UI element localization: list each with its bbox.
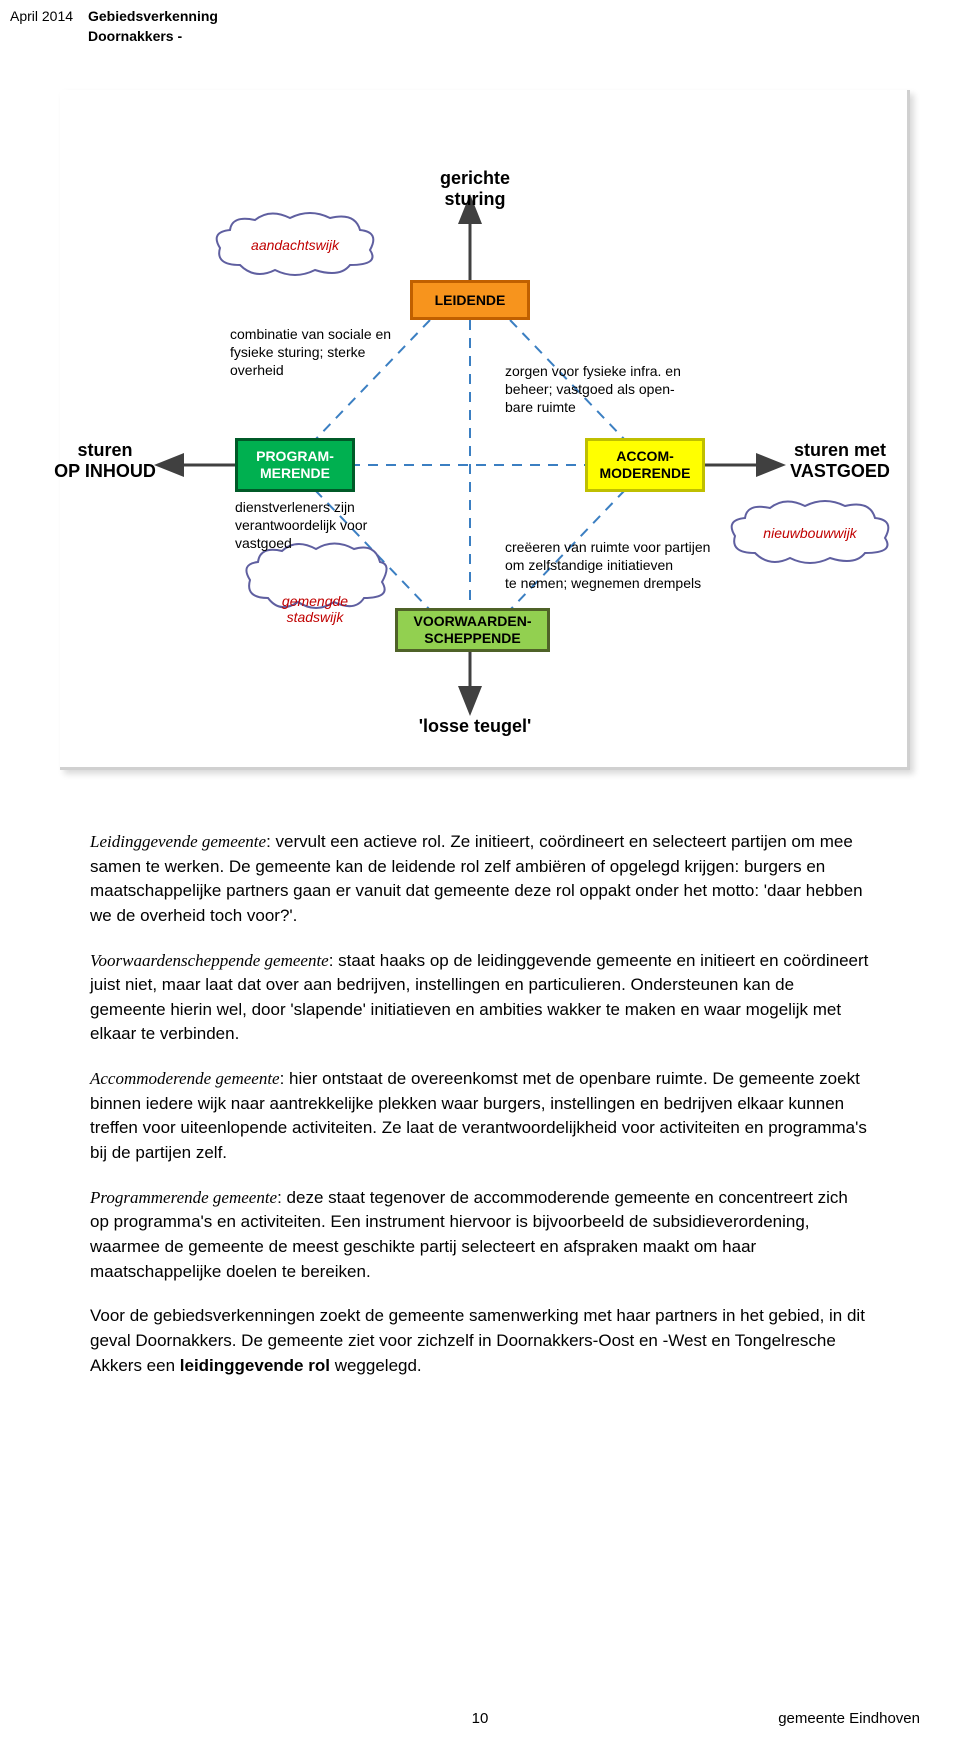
axis-left-line2: OP INHOUD xyxy=(54,461,156,481)
p5-bold: leidinggevende rol xyxy=(180,1356,330,1375)
page-number: 10 xyxy=(472,1710,489,1727)
cloud-aandachtswijk: aandachtswijk xyxy=(210,210,380,280)
header-title: Gebiedsverkenning xyxy=(88,8,218,24)
body-text: Leidinggevende gemeente: vervult een act… xyxy=(90,830,870,1398)
note-dienst: dienstverleners zijn verantwoordelijk vo… xyxy=(235,498,415,553)
cloud-gemengde-text: gemengde stadswijk xyxy=(240,593,390,625)
p2-head: Voorwaardenscheppende gemeente xyxy=(90,951,329,970)
p4-head: Programmerende gemeente xyxy=(90,1188,277,1207)
axis-right-line2: VASTGOED xyxy=(790,461,890,481)
note-zorgen: zorgen voor fysieke infra. en beheer; va… xyxy=(505,362,735,417)
axis-right: sturen met VASTGOED xyxy=(780,440,900,482)
header-subtitle: Doornakkers - xyxy=(88,28,182,44)
box-leidende: LEIDENDE xyxy=(410,280,530,320)
para-3: Accommoderende gemeente: hier ontstaat d… xyxy=(90,1067,870,1166)
cloud-aandachtswijk-text: aandachtswijk xyxy=(210,237,380,253)
axis-left: sturen OP INHOUD xyxy=(50,440,160,482)
axis-left-line1: sturen xyxy=(77,440,132,460)
axis-right-line1: sturen met xyxy=(794,440,886,460)
p1-head: Leidinggevende gemeente xyxy=(90,832,266,851)
note-combinatie: combinatie van sociale en fysieke sturin… xyxy=(230,325,430,380)
p3-head: Accommoderende gemeente xyxy=(90,1069,280,1088)
box-programmerende: PROGRAM- MERENDE xyxy=(235,438,355,492)
governance-diagram: gerichte sturing 'losse teugel' sturen O… xyxy=(60,90,910,770)
para-5: Voor de gebiedsverkenningen zoekt de gem… xyxy=(90,1304,870,1378)
para-2: Voorwaardenscheppende gemeente: staat ha… xyxy=(90,949,870,1048)
axis-bottom: 'losse teugel' xyxy=(400,716,550,737)
header-date: April 2014 xyxy=(10,8,73,24)
axis-top: gerichte sturing xyxy=(410,168,540,210)
box-voorwaarden: VOORWAARDEN- SCHEPPENDE xyxy=(395,608,550,652)
box-accommoderende: ACCOM- MODERENDE xyxy=(585,438,705,492)
p5-text2: weggelegd. xyxy=(330,1356,422,1375)
note-creeren: creëeren van ruimte voor partijen om zel… xyxy=(505,538,765,593)
footer-org: gemeente Eindhoven xyxy=(778,1710,920,1727)
para-1: Leidinggevende gemeente: vervult een act… xyxy=(90,830,870,929)
para-4: Programmerende gemeente: deze staat tege… xyxy=(90,1186,870,1285)
